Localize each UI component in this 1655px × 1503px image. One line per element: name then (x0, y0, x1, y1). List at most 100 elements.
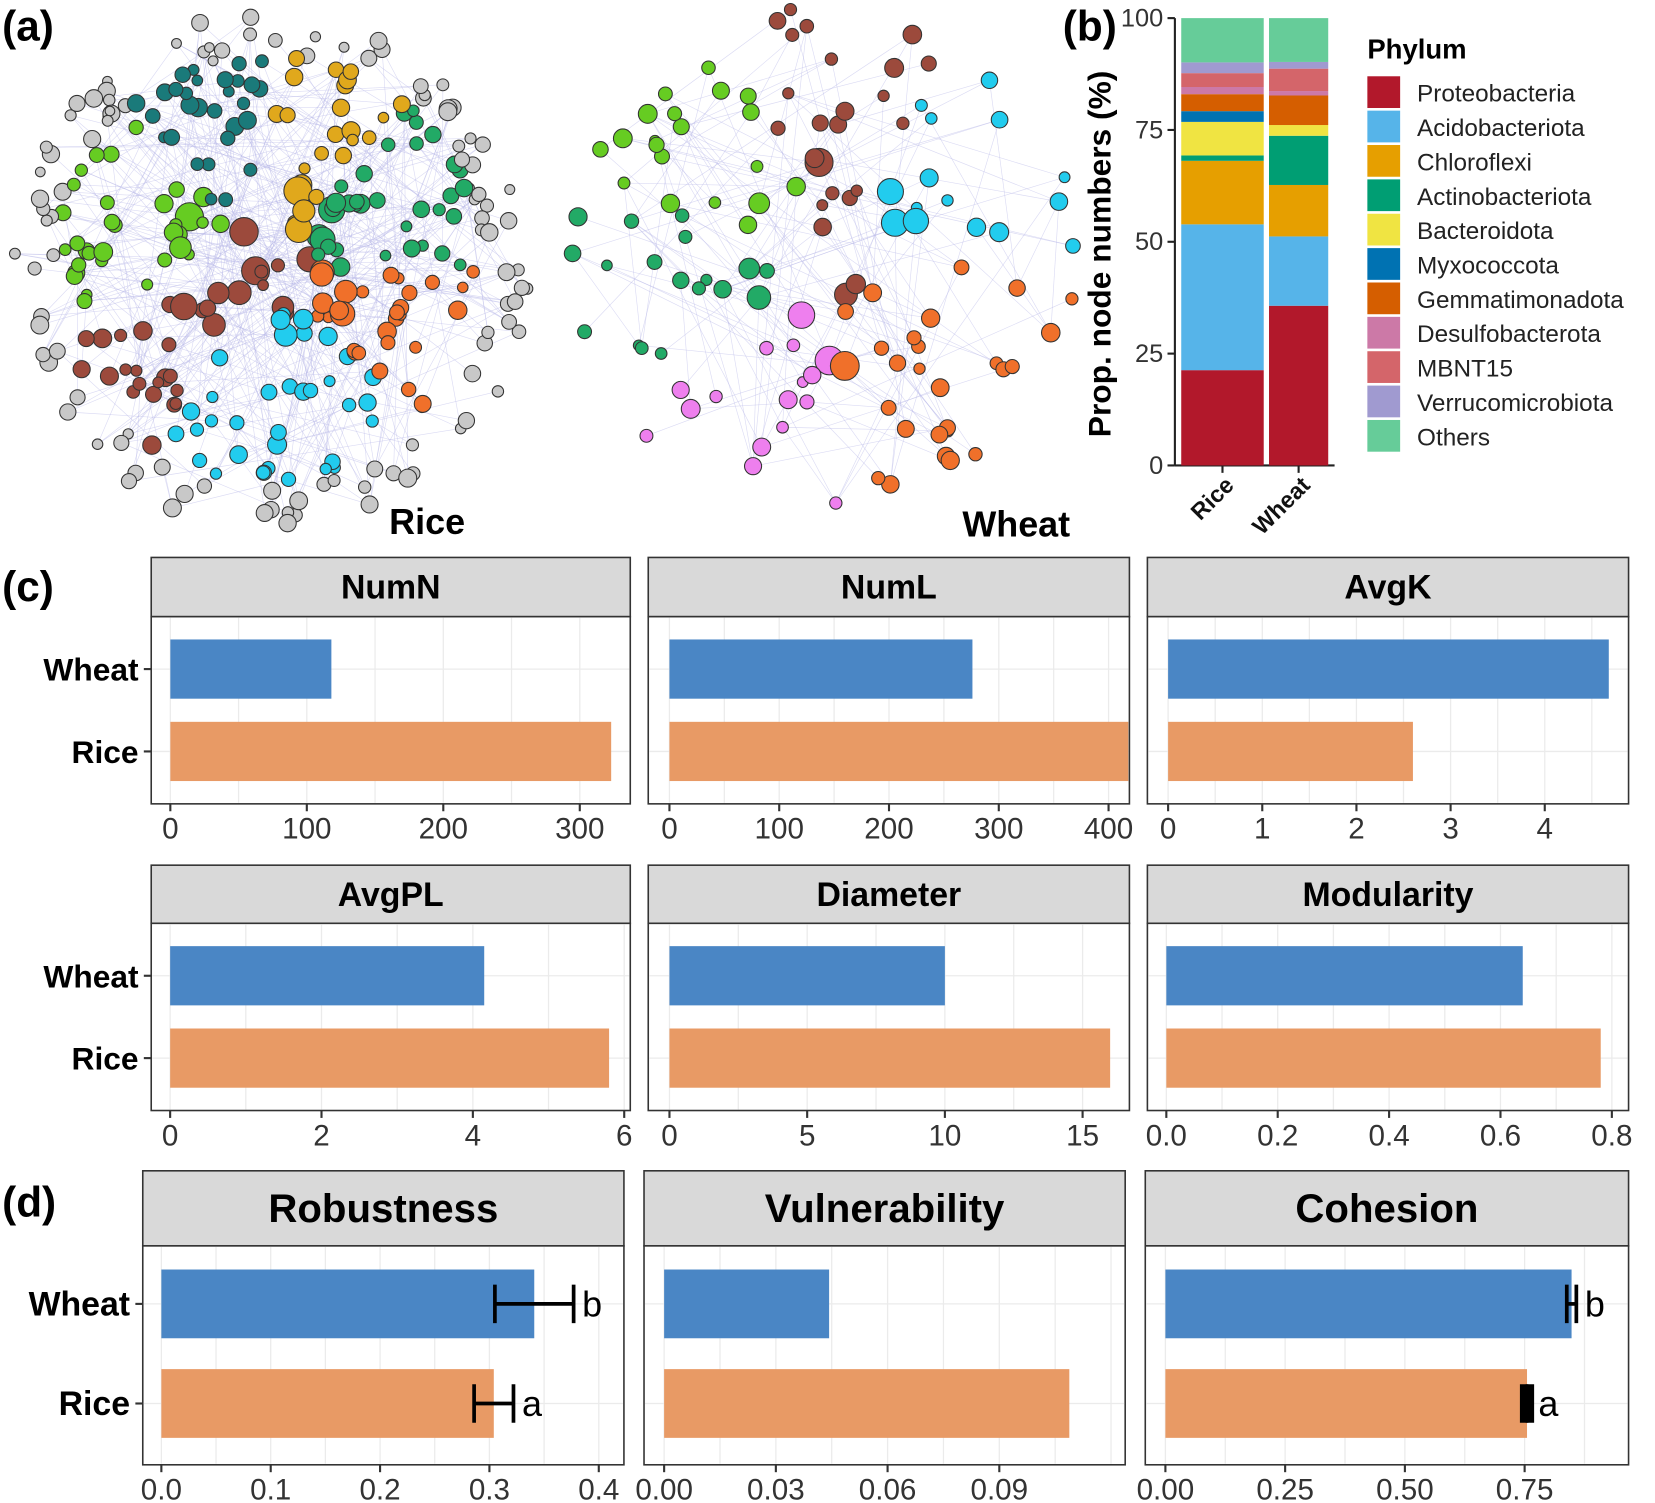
x-tick-label: 100 (282, 813, 331, 846)
facet-title: Cohesion (1295, 1186, 1478, 1231)
network-edge (41, 304, 170, 317)
network-node (464, 132, 477, 145)
legend-label: Others (1417, 424, 1490, 451)
network-edge (310, 390, 467, 421)
network-node (799, 18, 815, 34)
network-node (759, 340, 774, 356)
network-node (171, 37, 182, 49)
bar-rice (669, 721, 1129, 782)
network-node (708, 196, 722, 209)
network-node (71, 257, 87, 273)
bar-wheat (1168, 639, 1609, 699)
network-node (101, 114, 114, 127)
x-tick-label: 400 (1084, 813, 1133, 846)
significance-letter: b (1585, 1284, 1605, 1325)
network-node (743, 457, 763, 476)
network-node (190, 157, 205, 171)
bar-rice (161, 1369, 494, 1438)
network-node (913, 362, 926, 375)
network-edge (752, 93, 789, 467)
network-node (637, 103, 658, 124)
network-node (409, 340, 423, 354)
network-node (319, 462, 332, 476)
network-edge (670, 203, 717, 397)
y-tick-label: 0 (1149, 452, 1163, 480)
network-node (204, 42, 215, 53)
network-edge (749, 118, 932, 269)
network-node (1040, 322, 1061, 343)
network-node (845, 273, 867, 295)
network-node (66, 177, 81, 192)
network-node (320, 238, 337, 255)
x-tick-label: 0.1 (250, 1474, 291, 1503)
network-node (786, 176, 806, 197)
x-tick-label: Rice (1186, 472, 1239, 525)
network-node (424, 274, 441, 290)
network-edge (665, 93, 857, 192)
network-edge (752, 427, 948, 467)
x-tick-label: 0.6 (1480, 1119, 1521, 1152)
network-node (369, 31, 388, 50)
network-node (213, 42, 231, 59)
bar-wheat (1166, 946, 1523, 1006)
network-edge (190, 391, 304, 412)
network-node (346, 133, 359, 147)
facet-title: AvgPL (338, 876, 444, 914)
network-edge (670, 203, 920, 369)
network-node (68, 94, 86, 112)
network-node (331, 98, 351, 117)
stacked-bar-segment (1269, 61, 1329, 69)
network-node (877, 89, 890, 103)
network-node (34, 166, 46, 178)
legend-swatch (1367, 282, 1401, 315)
network-edge (623, 182, 762, 448)
network-node (389, 304, 405, 321)
network-node (302, 382, 319, 399)
stacked-bar-segment (1181, 87, 1264, 95)
network-node (209, 467, 223, 480)
network-edge (415, 199, 475, 348)
facet-strip (150, 556, 632, 618)
network-node (456, 281, 469, 294)
legend-label: Proteobacteria (1417, 81, 1576, 108)
network-node (360, 49, 378, 67)
network-node (69, 389, 86, 406)
network-node (577, 324, 593, 340)
network-edge (109, 115, 212, 200)
network-node (327, 473, 341, 487)
stacked-bar-segment (1269, 236, 1329, 306)
bar-wheat (170, 946, 485, 1006)
wheat-network-label: Wheat (962, 503, 1070, 544)
network-edge (153, 76, 295, 395)
network-edge (759, 105, 922, 204)
network-node (563, 244, 582, 263)
network-node (257, 279, 269, 292)
bar-wheat (170, 639, 332, 699)
network-edge (806, 26, 873, 293)
network-node (896, 116, 910, 130)
network-edge (921, 105, 1052, 333)
legend-title: Phylum (1367, 33, 1466, 64)
network-node (785, 27, 800, 42)
x-tick-label: 0 (661, 1119, 677, 1152)
network-edge (782, 186, 797, 428)
network-node (471, 186, 487, 203)
x-tick-label: 0.4 (1369, 1119, 1410, 1152)
network-edge (572, 253, 639, 346)
network-node (196, 216, 209, 229)
legend-swatch (1367, 385, 1401, 418)
bar-rice (664, 1369, 1070, 1438)
network-edge (199, 22, 239, 455)
network-edge (353, 229, 482, 351)
network-edge (91, 138, 350, 406)
network-node (816, 199, 829, 212)
network-node (126, 94, 146, 113)
network-node (48, 342, 66, 360)
network-edge (215, 249, 337, 474)
legend-label: Gemmatimonadota (1417, 287, 1624, 314)
network-edge (175, 301, 516, 435)
network-node (966, 217, 987, 237)
network-edge (401, 104, 462, 429)
network-node (8, 247, 21, 260)
network-edge (335, 202, 368, 403)
